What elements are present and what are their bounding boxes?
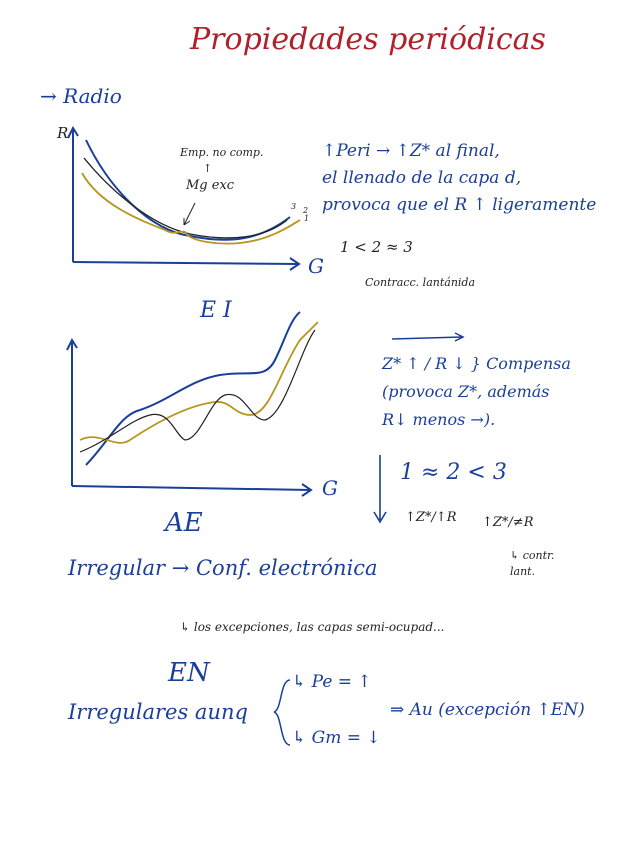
radio-curve-black — [83, 157, 288, 239]
en-heading: EN — [168, 658, 210, 688]
radio-order-note: Contracc. lantánida — [365, 276, 476, 289]
radio-explanation-line: ↑Peri → ↑Z* al final, — [322, 141, 500, 161]
radio-explanation-line: el llenado de la capa d, — [322, 168, 522, 188]
en-brace — [273, 679, 291, 746]
ei-sub-note-line: lant. — [510, 565, 536, 578]
ei-order: 1 ≈ 2 < 3 — [400, 460, 507, 485]
ei-curve-black — [79, 329, 316, 453]
line-label-2: 2 — [303, 206, 309, 215]
ei-explanation-line: Z* ↑ / R ↓ } Compensa — [382, 354, 571, 373]
ei-heading: E I — [200, 298, 232, 323]
radio-x-axis — [72, 257, 301, 271]
ei-curve-blue — [85, 311, 301, 466]
page-title: Propiedades periódicas — [190, 22, 546, 57]
note-up: ↑ — [203, 162, 213, 175]
en-line: Irregulares aunq — [68, 700, 248, 724]
line-label-1: 1 — [304, 214, 310, 223]
en-gm: ↳ Gm = ↓ — [292, 728, 381, 748]
mg-arrow — [183, 202, 196, 226]
ei-sub-left: ↑Z*/↑R — [405, 510, 457, 525]
radio-curve-gold — [81, 172, 301, 245]
ei-sub-note: ↳ contr. lant. — [510, 548, 555, 580]
en-pe: ↳ Pe = ↑ — [292, 672, 372, 692]
ae-heading: AE — [165, 508, 203, 538]
ae-note: ↳ los excepciones, las capas semi-ocupad… — [180, 620, 445, 634]
radio-heading: → Radio — [40, 84, 122, 108]
radio-order: 1 < 2 ≈ 3 — [340, 238, 413, 256]
radio-x-label: G — [308, 254, 324, 278]
ae-line: Irregular → Conf. electrónica — [68, 556, 378, 580]
radio-y-label: R — [57, 124, 69, 142]
en-conclusion: ⇒ Au (excepción ↑EN) — [390, 700, 585, 720]
note-mg: Mg exc — [186, 178, 235, 193]
radio-y-axis — [67, 125, 79, 262]
ei-explanation-line: (provoca Z*, además — [382, 382, 550, 401]
radio-explanation-line: provoca que el R ↑ ligeramente — [322, 195, 597, 215]
ei-sub-note-line: ↳ contr. — [510, 549, 555, 562]
ei-x-label: G — [322, 476, 338, 500]
top-arrow — [391, 332, 465, 342]
down-arrow — [373, 455, 387, 524]
note-emp: Emp. no comp. — [180, 146, 264, 159]
radio-explanation: ↑Peri → ↑Z* al final, el llenado de la c… — [322, 138, 596, 219]
ei-y-axis — [66, 337, 78, 486]
line-label-3: 3 — [291, 202, 297, 211]
ei-x-axis — [71, 483, 313, 497]
ei-explanation-line: R↓ menos →). — [382, 410, 496, 429]
ei-explanation: Z* ↑ / R ↓ } Compensa (provoca Z*, ademá… — [382, 350, 571, 434]
ei-sub-right: ↑Z*/≠R — [482, 515, 534, 530]
ei-curve-gold — [79, 321, 319, 444]
